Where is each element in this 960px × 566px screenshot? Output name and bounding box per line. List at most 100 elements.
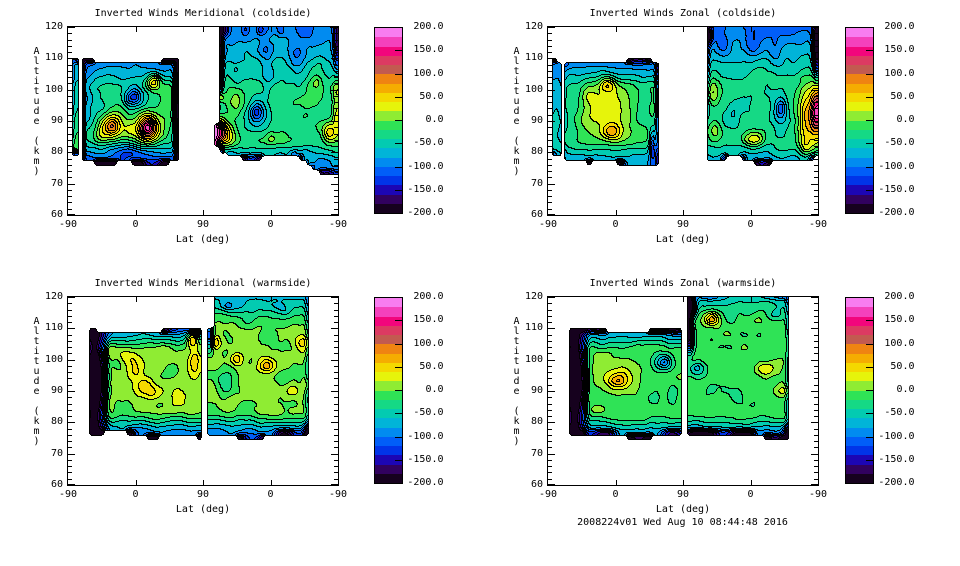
x-tick-label: 0 [132,489,139,500]
colorbar-tick-label: 0.0 [425,384,444,395]
y-tick-label: 100 [524,83,543,95]
x-tick-label: 90 [676,489,690,500]
y-tick-label: 100 [524,353,543,365]
colorbar-tick-label: 150.0 [413,44,444,56]
colorbar-tick-label: 50.0 [890,360,915,372]
colorbar-tick-label: -150.0 [878,183,915,195]
y-tick-label: 120 [524,21,543,32]
y-tick-label: 80 [530,416,543,428]
x-tick-label: 0 [267,219,274,230]
colorbar-tick-label: -200.0 [407,477,444,488]
colorbar-tick-label: 50.0 [890,90,915,102]
colorbar-tick-label: 100.0 [884,337,915,349]
y-tick-label: 120 [44,21,63,32]
x-tick-label: 90 [676,219,690,230]
y-tick-label: 60 [50,479,63,490]
colorbar-tick-label: 0.0 [896,384,915,395]
colorbar-tick-label: 0.0 [425,114,444,125]
colorbar-tick-label: 150.0 [884,44,915,56]
x-axis-title: Lat (deg) [175,234,231,245]
x-tick-label: -90 [808,219,828,230]
colorbar-tick-label: -50.0 [884,137,915,149]
x-tick-label: 0 [747,489,754,500]
colorbar-canvas [374,297,403,484]
contour-plot-canvas [547,26,819,216]
contour-plot-canvas [547,296,819,486]
colorbar-tick-label: -200.0 [407,207,444,218]
x-tick-label: -90 [808,489,828,500]
page: {"page":{"background":"#ffffff","width":… [33,8,960,528]
x-tick-label: 0 [267,489,274,500]
colorbar-canvas [374,27,403,214]
x-tick-label: -90 [328,219,348,230]
y-tick-label: 60 [530,209,543,220]
y-tick-label: 80 [50,416,63,428]
colorbar-tick-label: -150.0 [407,183,444,195]
colorbar-tick-label: -100.0 [407,430,444,442]
colorbar-tick-label: 100.0 [884,67,915,79]
y-tick-label: 120 [44,291,63,302]
y-tick-label: 90 [50,385,63,396]
colorbar-tick-label: 100.0 [413,337,444,349]
plot-title: Inverted Winds Zonal (coldside) [589,8,777,19]
y-tick-label: 70 [50,447,63,459]
colorbar-canvas [845,297,874,484]
x-axis-title: Lat (deg) [655,234,711,245]
y-axis-title: A l t i t u d e ( k m ) [33,46,40,177]
y-tick-label: 70 [530,447,543,459]
plot-title: Inverted Winds Meridional (warmside) [94,278,312,289]
y-tick-label: 120 [524,291,543,302]
colorbar-tick-label: 50.0 [419,90,444,102]
x-tick-label: -90 [328,489,348,500]
colorbar-tick-label: 200.0 [884,291,915,302]
y-tick-label: 80 [530,146,543,158]
colorbar-canvas [845,27,874,214]
colorbar-tick-label: -150.0 [878,453,915,465]
colorbar-tick-label: -100.0 [878,160,915,172]
colorbar-tick-label: -200.0 [878,207,915,218]
contour-plot-canvas [67,296,339,486]
colorbar-tick-label: 200.0 [413,21,444,32]
x-tick-label: -90 [58,489,78,500]
colorbar-tick-label: 100.0 [413,67,444,79]
y-axis-title: A l t i t u d e ( k m ) [513,316,520,447]
y-tick-label: 110 [44,322,63,334]
x-tick-label: 0 [612,489,619,500]
x-tick-label: -90 [538,489,558,500]
colorbar-tick-label: 150.0 [413,314,444,326]
x-tick-label: -90 [538,219,558,230]
colorbar-tick-label: -50.0 [884,407,915,419]
y-tick-label: 80 [50,146,63,158]
y-tick-label: 110 [524,322,543,334]
contour-plot-canvas [67,26,339,216]
colorbar-tick-label: 50.0 [419,360,444,372]
colorbar-tick-label: 200.0 [413,291,444,302]
y-tick-label: 70 [530,177,543,189]
colorbar-tick-label: -150.0 [407,453,444,465]
footer-timestamp: 2008224v01 Wed Aug 10 08:44:48 2016 [577,517,788,528]
colorbar-tick-label: 0.0 [896,114,915,125]
x-tick-label: 0 [612,219,619,230]
y-axis-title: A l t i t u d e ( k m ) [513,46,520,177]
colorbar-tick-label: -100.0 [878,430,915,442]
y-tick-label: 90 [530,385,543,396]
y-tick-label: 60 [50,209,63,220]
y-tick-label: 100 [44,353,63,365]
y-tick-label: 70 [50,177,63,189]
y-tick-label: 110 [524,52,543,64]
colorbar-tick-label: 150.0 [884,314,915,326]
panel-meridional-warmside: Inverted Winds Meridional (warmside) 120… [33,279,547,566]
x-tick-label: 0 [747,219,754,230]
plot-title: Inverted Winds Zonal (warmside) [589,278,777,289]
y-tick-label: 90 [530,115,543,126]
plot-title: Inverted Winds Meridional (coldside) [94,8,312,19]
panel-zonal-coldside: Inverted Winds Zonal (coldside) 120 110 … [513,9,960,296]
y-tick-label: 100 [44,83,63,95]
y-axis-title: A l t i t u d e ( k m ) [33,316,40,447]
colorbar-tick-label: -100.0 [407,160,444,172]
panel-zonal-warmside: Inverted Winds Zonal (warmside) 120 110 … [513,279,960,566]
colorbar-tick-label: -200.0 [878,477,915,488]
x-tick-label: 90 [196,489,210,500]
colorbar-tick-label: 200.0 [884,21,915,32]
y-tick-label: 90 [50,115,63,126]
